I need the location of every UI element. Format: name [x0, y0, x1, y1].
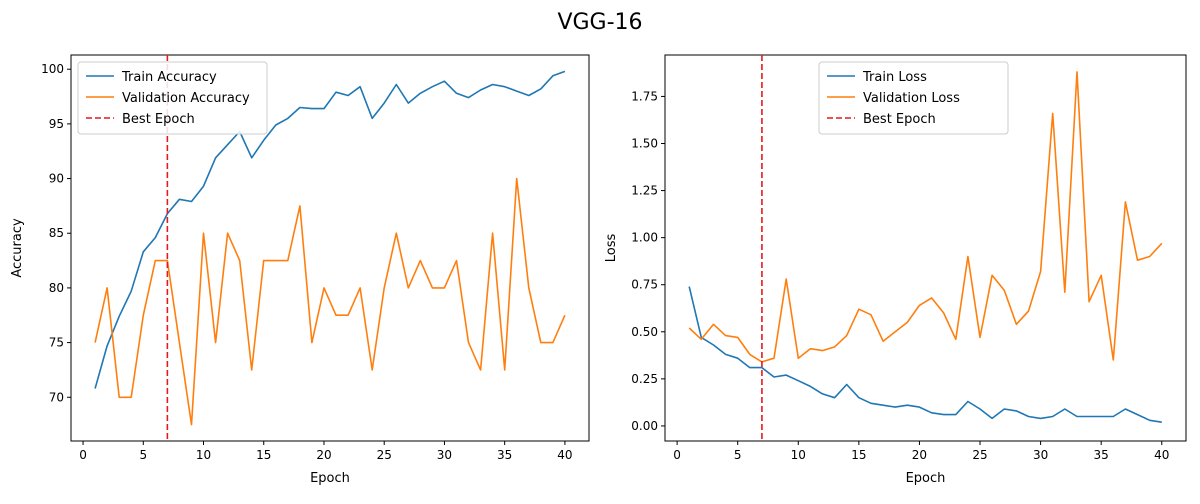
chart-1-legend-label: Train Loss [862, 70, 927, 85]
chart-0-y-tick-label: 75 [49, 336, 64, 350]
chart-0-y-tick-label: 70 [49, 390, 64, 404]
chart-0-x-tick-label: 30 [437, 448, 452, 462]
chart-1-x-tick-label: 30 [1033, 448, 1048, 462]
chart-0-y-axis-label: Accuracy [10, 218, 25, 278]
chart-0-x-tick-label: 5 [139, 448, 147, 462]
chart-1-x-axis-label: Epoch [906, 471, 946, 486]
chart-0-validation-line [94, 177, 566, 426]
chart-1-y-tick-label: 1.75 [631, 89, 658, 103]
chart-1-y-tick-label: 1.00 [631, 231, 658, 245]
chart-0-x-tick-label: 0 [79, 448, 87, 462]
chart-0-plot-frame [70, 54, 590, 442]
chart-0-legend-label: Best Epoch [122, 112, 195, 127]
chart-1-x-tick-label: 20 [912, 448, 927, 462]
chart-0-legend-label: Train Accuracy [121, 70, 217, 85]
chart-1-train-line [688, 286, 1162, 423]
chart-0-y-tick-label: 85 [49, 226, 64, 240]
chart-0-train-line [94, 70, 566, 389]
chart-0-legend-box [77, 61, 268, 135]
chart-0-x-axis-label: Epoch [310, 471, 350, 486]
chart-0-x-tick-label: 10 [196, 448, 211, 462]
chart-1-legend-label: Validation Loss [863, 91, 960, 106]
chart-0-legend-label: Validation Accuracy [122, 91, 250, 106]
chart-1-y-axis-label: Loss [604, 234, 619, 263]
loss-chart: 0 5 10 15 20 25 30 35 40 0.00 0.25 0.50 0.75 1.00 1.25… [604, 54, 1187, 486]
chart-1-y-tick-label: 0.00 [631, 419, 658, 433]
chart-0-y-tick-label: 90 [49, 172, 64, 186]
chart-1-validation-line [688, 71, 1163, 363]
chart-0-x-tick-label: 25 [377, 448, 392, 462]
chart-1-x-tick-label: 35 [1094, 448, 1109, 462]
figure-title: VGG-16 [557, 10, 642, 35]
accuracy-chart: 0 5 10 15 20 25 30 35 40 70 75 80 85 90 95 100 Epoch Accu… [10, 54, 590, 486]
chart-1-legend-box [818, 61, 1009, 135]
chart-0-x-tick-label: 15 [256, 448, 271, 462]
chart-1-y-tick-label: 1.25 [631, 184, 658, 198]
chart-1-x-tick-label: 5 [734, 448, 742, 462]
chart-1-y-tick-label: 1.50 [631, 136, 658, 150]
chart-0-x-tick-label: 20 [316, 448, 331, 462]
chart-1-x-tick-label: 10 [791, 448, 806, 462]
chart-0-x-tick-label: 40 [557, 448, 572, 462]
chart-1-y-tick-label: 0.50 [631, 325, 658, 339]
chart-1-x-tick-label: 0 [673, 448, 681, 462]
chart-1-y-tick-label: 0.25 [631, 372, 658, 386]
chart-1-y-tick-label: 0.75 [631, 278, 658, 292]
chart-1-x-tick-label: 40 [1154, 448, 1169, 462]
chart-0-y-tick-label: 80 [49, 281, 64, 295]
chart-0-y-tick-label: 95 [49, 117, 64, 131]
chart-0-y-tick-label: 100 [41, 62, 64, 76]
chart-0-x-tick-label: 35 [497, 448, 512, 462]
chart-1-legend-label: Best Epoch [863, 112, 936, 127]
chart-1-x-tick-label: 15 [851, 448, 866, 462]
chart-1-x-tick-label: 25 [972, 448, 987, 462]
chart-1-plot-frame [664, 54, 1187, 442]
